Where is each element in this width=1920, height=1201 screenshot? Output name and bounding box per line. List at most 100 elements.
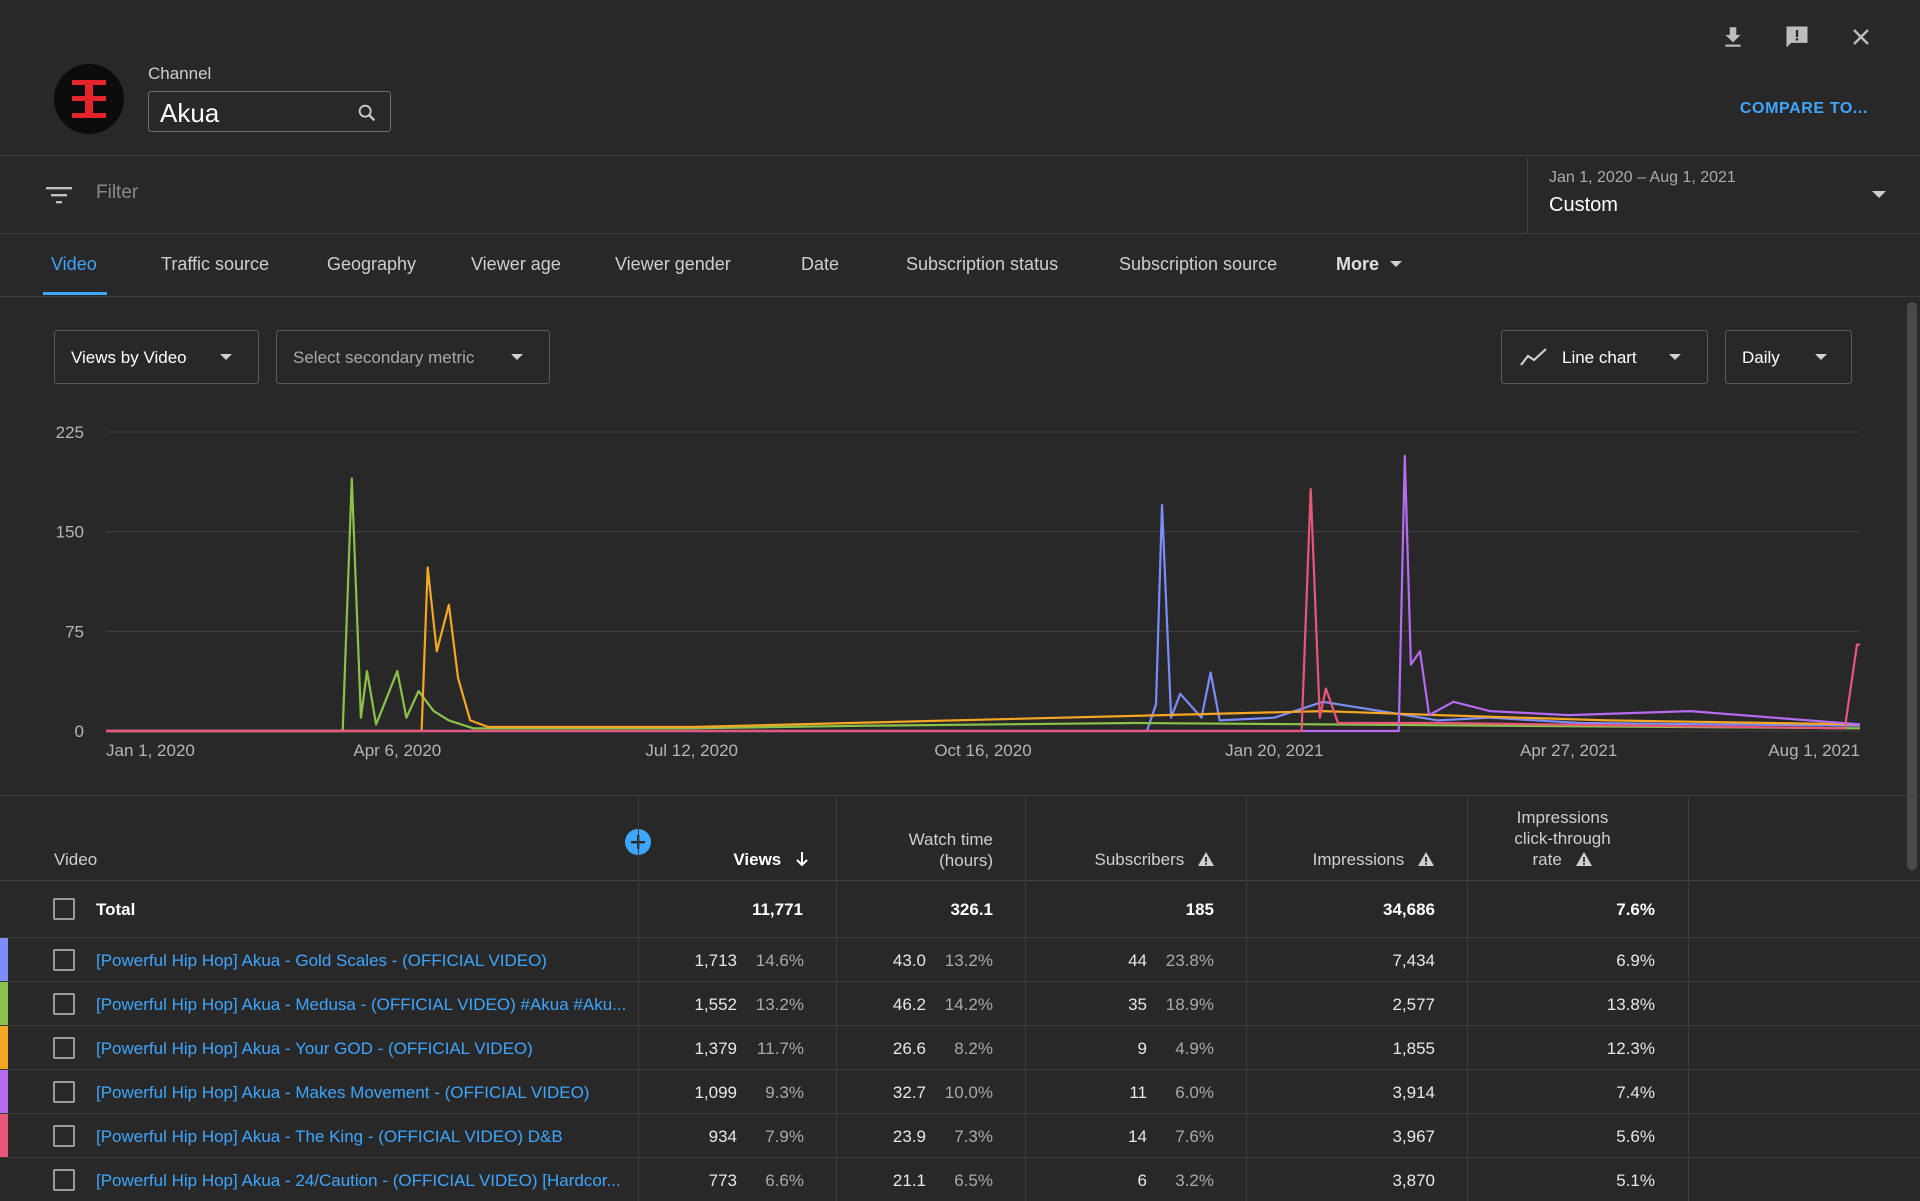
row-checkbox[interactable] xyxy=(53,1125,75,1147)
impressions-value: 3,967 xyxy=(1392,1127,1435,1146)
column-divider xyxy=(1688,795,1689,1201)
column-header-ctr[interactable]: Impressions click-through rate xyxy=(1470,807,1655,870)
column-divider xyxy=(1467,795,1468,1201)
tab-subscription-source[interactable]: Subscription source xyxy=(1119,254,1278,274)
more-tabs-button[interactable]: More xyxy=(1336,254,1380,274)
video-title-link[interactable]: [Powerful Hip Hop] Akua - Gold Scales - … xyxy=(96,951,547,970)
compare-to-button[interactable]: COMPARE TO... xyxy=(1739,100,1868,117)
primary-metric-dropdown[interactable]: Views by Video xyxy=(54,330,259,384)
y-tick-label: 0 xyxy=(75,722,84,741)
total-ctr: 7.6% xyxy=(1616,900,1655,919)
video-title-link[interactable]: [Powerful Hip Hop] Akua - 24/Caution - (… xyxy=(96,1171,621,1190)
subscribers-value: 14 xyxy=(1128,1127,1147,1146)
watch-time-header-line1: Watch time xyxy=(908,830,993,849)
column-header-impressions[interactable]: Impressions xyxy=(1250,849,1435,870)
video-title-link[interactable]: [Powerful Hip Hop] Akua - The King - (OF… xyxy=(96,1127,563,1146)
watch-time-value: 43.0 xyxy=(892,951,926,970)
column-header-views[interactable]: Views xyxy=(700,849,810,870)
tab-viewer-age[interactable]: Viewer age xyxy=(471,254,561,274)
series-color-strip xyxy=(0,1026,8,1069)
ctr-value: 5.1% xyxy=(1616,1171,1655,1190)
row-checkbox[interactable] xyxy=(53,993,75,1015)
y-tick-label: 150 xyxy=(56,523,84,542)
table-row: [Powerful Hip Hop] Akua - Medusa - (OFFI… xyxy=(0,982,1920,1026)
chevron-down-icon xyxy=(220,354,232,360)
ctr-value: 7.4% xyxy=(1616,1083,1655,1102)
ctr-value: 6.9% xyxy=(1616,951,1655,970)
series-line-1 xyxy=(106,503,1861,733)
tab-date[interactable]: Date xyxy=(801,254,840,274)
subscribers-percent: 4.9% xyxy=(1175,1039,1214,1058)
impressions-value: 2,577 xyxy=(1392,995,1435,1014)
table-row: [Powerful Hip Hop] Akua - Makes Movement… xyxy=(0,1070,1920,1114)
views-percent: 9.3% xyxy=(765,1083,804,1102)
watch-time-percent: 14.2% xyxy=(944,995,993,1014)
ctr-header-line2: click-through xyxy=(1514,829,1611,848)
granularity-dropdown[interactable]: Daily xyxy=(1725,330,1852,384)
x-tick-label: Jul 12, 2020 xyxy=(645,741,738,760)
y-tick-label: 75 xyxy=(65,622,84,641)
table-row: [Powerful Hip Hop] Akua - Your GOD - (OF… xyxy=(0,1026,1920,1070)
column-divider xyxy=(1246,795,1247,1201)
download-icon[interactable] xyxy=(1716,20,1750,54)
total-impressions: 34,686 xyxy=(1383,900,1435,919)
views-percent: 13.2% xyxy=(755,995,804,1014)
subscribers-value: 9 xyxy=(1137,1039,1147,1058)
tab-geography[interactable]: Geography xyxy=(327,254,417,274)
granularity-label: Daily xyxy=(1742,348,1780,367)
chevron-down-icon xyxy=(1872,191,1886,198)
secondary-metric-dropdown[interactable]: Select secondary metric xyxy=(276,330,550,384)
watch-time-value: 21.1 xyxy=(892,1171,926,1190)
series-color-strip xyxy=(0,1158,8,1201)
column-header-subscribers[interactable]: Subscribers xyxy=(1030,849,1215,870)
impressions-value: 7,434 xyxy=(1392,951,1435,970)
video-title-link[interactable]: [Powerful Hip Hop] Akua - Makes Movement… xyxy=(96,1083,590,1102)
scrollbar[interactable] xyxy=(1907,302,1917,870)
table-header: Video Views Watch time (hours) Subscribe… xyxy=(0,795,1920,881)
video-title-link[interactable]: [Powerful Hip Hop] Akua - Your GOD - (OF… xyxy=(96,1039,533,1058)
filter-input[interactable]: Filter xyxy=(96,182,139,203)
channel-avatar xyxy=(54,64,124,134)
dimension-tabs: Video Traffic source Geography Viewer ag… xyxy=(0,235,1920,297)
views-header-label: Views xyxy=(733,850,782,869)
total-checkbox[interactable] xyxy=(53,898,75,920)
y-tick-label: 225 xyxy=(56,423,84,442)
series-color-strip xyxy=(0,982,8,1025)
tab-viewer-gender[interactable]: Viewer gender xyxy=(615,254,731,274)
search-icon[interactable] xyxy=(356,102,378,129)
close-icon[interactable] xyxy=(1844,20,1878,54)
impressions-value: 3,870 xyxy=(1392,1171,1435,1190)
table-row: [Powerful Hip Hop] Akua - Gold Scales - … xyxy=(0,938,1920,982)
video-title-link[interactable]: [Powerful Hip Hop] Akua - Medusa - (OFFI… xyxy=(96,995,627,1014)
row-checkbox[interactable] xyxy=(53,1081,75,1103)
watch-time-value: 26.6 xyxy=(892,1039,926,1058)
date-range-text: Jan 1, 2020 – Aug 1, 2021 xyxy=(1549,169,1736,186)
subscribers-value: 6 xyxy=(1137,1171,1147,1190)
column-header-watch-time[interactable]: Watch time (hours) xyxy=(850,829,993,871)
impressions-value: 1,855 xyxy=(1392,1039,1435,1058)
row-checkbox[interactable] xyxy=(53,1169,75,1191)
subscribers-value: 11 xyxy=(1129,1083,1147,1102)
tab-subscription-status[interactable]: Subscription status xyxy=(906,254,1059,274)
watch-time-percent: 8.2% xyxy=(954,1039,993,1058)
watch-time-value: 32.7 xyxy=(892,1083,926,1102)
watch-time-value: 23.9 xyxy=(892,1127,926,1146)
series-color-strip xyxy=(0,1114,8,1157)
tab-video[interactable]: Video xyxy=(51,254,97,274)
column-header-video[interactable]: Video xyxy=(54,850,98,869)
channel-search-box[interactable]: Akua xyxy=(148,91,391,132)
series-line-2 xyxy=(106,477,1861,733)
channel-header: Channel Akua COMPARE TO... xyxy=(0,0,1920,156)
chevron-down-icon xyxy=(511,354,523,360)
table-row: [Powerful Hip Hop] Akua - 24/Caution - (… xyxy=(0,1158,1920,1201)
row-checkbox[interactable] xyxy=(53,1037,75,1059)
line-chart-icon xyxy=(1520,347,1548,372)
x-tick-label: Aug 1, 2021 xyxy=(1768,741,1860,760)
watch-time-header-line2: (hours) xyxy=(939,851,993,870)
chart-type-dropdown[interactable]: Line chart xyxy=(1501,330,1708,384)
filter-icon[interactable] xyxy=(46,185,72,210)
row-checkbox[interactable] xyxy=(53,949,75,971)
date-range-picker[interactable]: Jan 1, 2020 – Aug 1, 2021 Custom xyxy=(1527,157,1920,234)
feedback-icon[interactable] xyxy=(1780,20,1814,54)
tab-traffic-source[interactable]: Traffic source xyxy=(161,254,270,274)
